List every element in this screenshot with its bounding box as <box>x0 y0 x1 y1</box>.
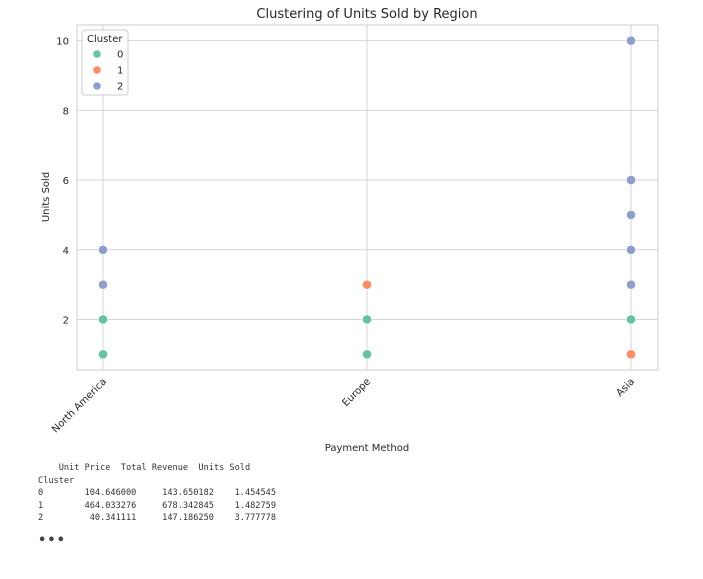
data-point-cluster-2 <box>98 279 108 290</box>
x-tick-label: North America <box>50 376 109 435</box>
table-row: 0 104.646000 143.650182 1.454545 <box>38 488 276 499</box>
data-point-cluster-2 <box>626 279 636 290</box>
legend-marker <box>93 82 101 90</box>
data-point-cluster-2 <box>626 35 636 46</box>
y-tick-label: 8 <box>63 106 69 117</box>
scatter-chart: Clustering of Units Sold by Region 2 4 6 8 1… <box>41 7 659 454</box>
output-ellipsis[interactable]: ••• <box>38 533 66 548</box>
legend-items: 0 1 2 <box>93 50 123 93</box>
legend-title: Cluster <box>87 34 123 45</box>
data-point-cluster-2 <box>98 244 108 255</box>
legend-label: 0 <box>117 50 123 61</box>
table-row: 2 40.341111 147.186250 3.777778 <box>38 513 276 524</box>
legend-label: 2 <box>117 82 123 93</box>
y-tick-label: 2 <box>63 315 69 326</box>
legend: Cluster 0 1 2 <box>81 29 129 96</box>
data-point-cluster-0 <box>98 349 108 360</box>
data-point-cluster-0 <box>98 314 108 325</box>
x-axis-label: Payment Method <box>325 443 409 454</box>
data-point-cluster-1 <box>626 349 636 360</box>
grid-lines <box>77 25 658 370</box>
legend-label: 1 <box>117 66 123 77</box>
y-axis-label: Units Sold <box>41 172 52 222</box>
legend-box <box>81 29 129 96</box>
y-tick-label: 10 <box>56 37 69 48</box>
data-point-cluster-2 <box>626 244 636 255</box>
x-tick-label: Asia <box>615 376 638 399</box>
data-point-cluster-0 <box>362 349 372 360</box>
data-points <box>98 35 636 360</box>
data-point-cluster-2 <box>626 175 636 185</box>
chart-title: Clustering of Units Sold by Region <box>256 7 477 22</box>
legend-marker <box>93 66 101 74</box>
table-row: 1 464.033276 678.342845 1.482759 <box>38 500 276 511</box>
table-header: Unit Price Total Revenue Units Sold <box>38 463 251 473</box>
x-tick-label: Europe <box>340 376 373 409</box>
data-point-cluster-0 <box>362 314 372 325</box>
data-point-cluster-1 <box>362 279 372 290</box>
table-index-name: Cluster <box>38 475 75 486</box>
cluster-summary-table: Unit Price Total Revenue Units Sold Clus… <box>38 462 276 525</box>
data-point-cluster-2 <box>626 210 636 220</box>
y-axis-ticks: 2 4 6 8 10 <box>56 37 69 327</box>
data-point-cluster-0 <box>626 314 636 325</box>
x-axis-ticks: North America Europe Asia <box>50 376 637 435</box>
y-tick-label: 6 <box>63 176 69 187</box>
y-tick-label: 4 <box>63 246 69 257</box>
legend-marker <box>93 50 101 58</box>
